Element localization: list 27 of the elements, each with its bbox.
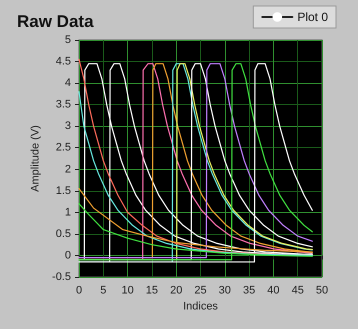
y-tick-label: 0	[64, 249, 71, 262]
y-axis-title: Amplitude (V)	[30, 125, 42, 192]
y-tick-label: -0.5	[52, 271, 71, 283]
y-tick-label: 1	[64, 206, 71, 218]
x-tick-label: 30	[218, 284, 231, 296]
y-tick-label: 1.5	[56, 184, 71, 197]
y-tick-label: 3.5	[56, 98, 71, 111]
x-tick-label: 25	[194, 284, 207, 296]
x-tick-label: 5	[100, 284, 106, 296]
x-tick-label: 10	[121, 284, 134, 296]
x-tick-label: 40	[267, 284, 280, 296]
legend-label: Plot 0	[297, 10, 328, 24]
x-tick-label: 45	[292, 284, 304, 296]
x-tick-label: 50	[316, 284, 328, 296]
y-tick-label: 3	[64, 120, 71, 132]
y-tick-label: 2	[64, 163, 71, 176]
x-axis-title: Indices	[183, 300, 218, 312]
y-tick-label: 0.5	[56, 228, 71, 240]
y-tick-label: 4	[64, 77, 71, 90]
x-tick-label: 20	[170, 284, 182, 296]
chart-title: Raw Data	[17, 12, 94, 31]
x-tick-label: 0	[76, 284, 82, 296]
y-tick-label: 2.5	[56, 142, 71, 154]
x-tick-label: 15	[146, 284, 158, 296]
x-tick-label: 35	[242, 284, 256, 296]
y-tick-label: 5	[64, 34, 71, 46]
y-tick-label: 4.5	[56, 56, 71, 68]
